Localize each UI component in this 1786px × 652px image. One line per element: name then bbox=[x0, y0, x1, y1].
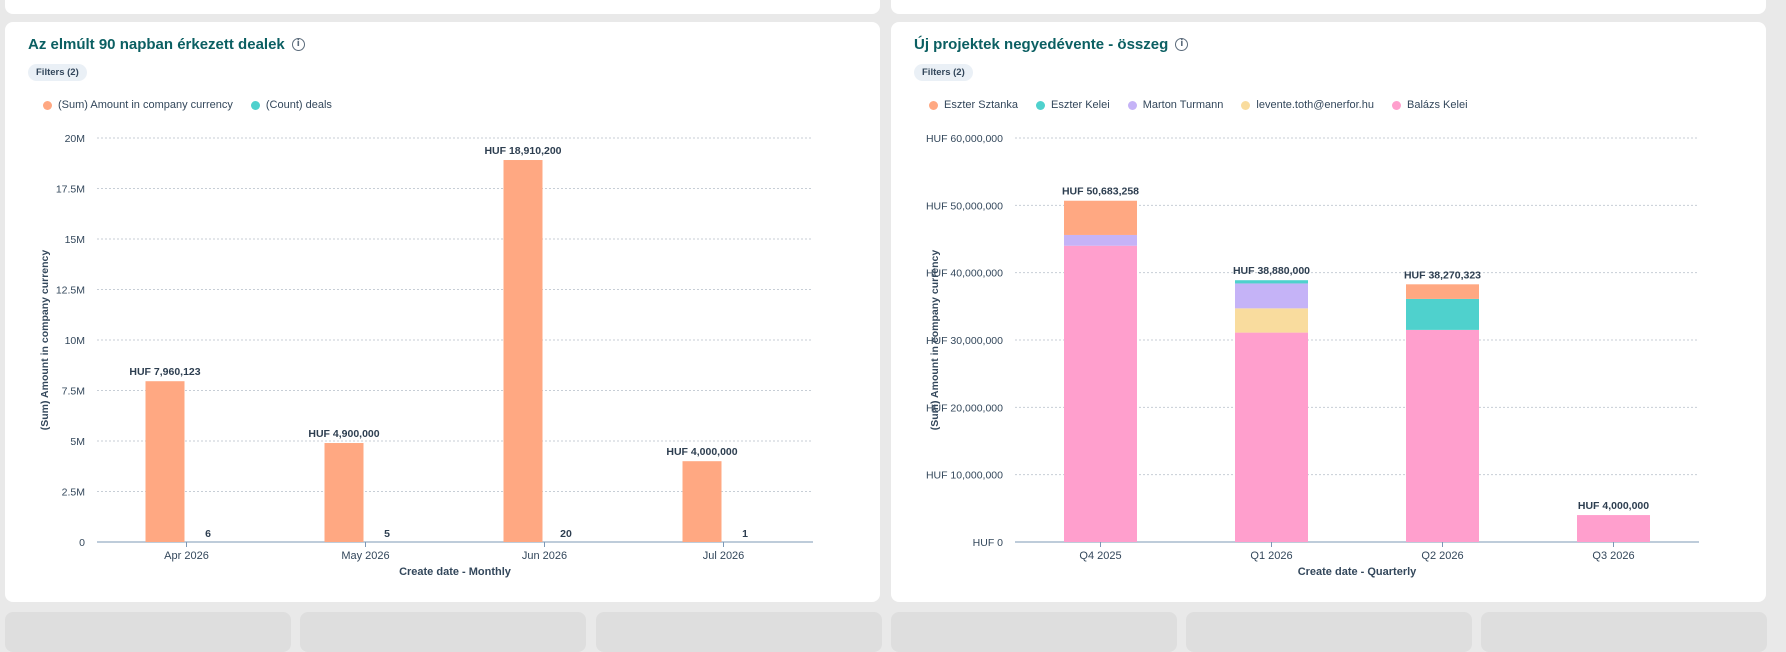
x-tick-label: Jun 2026 bbox=[522, 550, 567, 562]
x-tick-label: Jul 2026 bbox=[703, 550, 745, 562]
x-axis-title: Create date - Monthly bbox=[399, 566, 512, 578]
data-label-total: HUF 38,880,000 bbox=[1233, 265, 1310, 277]
next-card-placeholder bbox=[1186, 612, 1472, 652]
bar-segment-bal-zs-kelei-q3-2026[interactable] bbox=[1577, 515, 1650, 542]
bar-segment-eszter-kelei-q1-2026[interactable] bbox=[1235, 280, 1308, 283]
x-axis-title: Create date - Quarterly bbox=[1298, 566, 1417, 578]
data-label-total: HUF 50,683,258 bbox=[1062, 186, 1139, 198]
x-tick-label: Apr 2026 bbox=[164, 550, 209, 562]
x-tick-label: Q4 2025 bbox=[1079, 550, 1121, 562]
bar-segment-eszter-kelei-q2-2026[interactable] bbox=[1406, 299, 1479, 330]
y-axis-title: (Sum) Amount in company currency bbox=[39, 250, 51, 431]
data-label-sum-amount: HUF 4,000,000 bbox=[666, 446, 737, 458]
bar-segment-marton-turmann-q1-2026[interactable] bbox=[1235, 283, 1308, 308]
data-label-count-deals: 5 bbox=[384, 528, 390, 540]
x-tick-label: Q3 2026 bbox=[1592, 550, 1634, 562]
data-label-count-deals: 20 bbox=[560, 528, 572, 540]
data-label-count-deals: 6 bbox=[205, 528, 211, 540]
next-card-placeholder bbox=[596, 612, 882, 652]
next-card-placeholder bbox=[891, 612, 1177, 652]
report-card-projects-quarterly: Új projektek negyedévente - összeg i Fil… bbox=[891, 22, 1766, 602]
x-tick-label: May 2026 bbox=[341, 550, 389, 562]
x-tick-label: Q2 2026 bbox=[1421, 550, 1463, 562]
y-tick-label: 20M bbox=[65, 133, 85, 145]
y-tick-label: 2.5M bbox=[62, 487, 85, 499]
bar-segment-levente-toth-enerfor-hu-q1-2026[interactable] bbox=[1235, 308, 1308, 332]
bar-sum-amount-may-2026[interactable] bbox=[325, 443, 364, 542]
y-tick-label: 0 bbox=[79, 537, 85, 549]
next-card-placeholder bbox=[5, 612, 291, 652]
next-card-placeholder bbox=[300, 612, 586, 652]
bar-segment-marton-turmann-q4-2025[interactable] bbox=[1064, 235, 1137, 246]
bar-sum-amount-jul-2026[interactable] bbox=[683, 461, 722, 542]
y-tick-label: 7.5M bbox=[62, 386, 85, 398]
y-tick-label: 15M bbox=[65, 234, 85, 246]
next-card-placeholder bbox=[1481, 612, 1767, 652]
previous-card-edge bbox=[891, 0, 1766, 14]
bar-sum-amount-jun-2026[interactable] bbox=[504, 160, 543, 542]
y-tick-label: 10M bbox=[65, 335, 85, 347]
data-label-sum-amount: HUF 7,960,123 bbox=[129, 366, 200, 378]
y-tick-label: 5M bbox=[70, 436, 85, 448]
bar-sum-amount-apr-2026[interactable] bbox=[146, 381, 185, 542]
data-label-total: HUF 38,270,323 bbox=[1404, 269, 1481, 281]
bar-chart-deals: 0 2.5M 5M 7.5M 10M 12.5M 15M 17.5M 20M Apr 2026 Ma… bbox=[5, 22, 880, 602]
data-label-sum-amount: HUF 4,900,000 bbox=[308, 428, 379, 440]
data-label-total: HUF 4,000,000 bbox=[1578, 500, 1649, 512]
y-tick-label: 17.5M bbox=[56, 184, 85, 196]
y-tick-label: 12.5M bbox=[56, 285, 85, 297]
bar-segment-bal-zs-kelei-q1-2026[interactable] bbox=[1235, 333, 1308, 542]
y-tick-label: HUF 0 bbox=[973, 537, 1003, 549]
previous-card-edge bbox=[5, 0, 880, 14]
bar-segment-bal-zs-kelei-q4-2025[interactable] bbox=[1064, 246, 1137, 542]
report-card-deals-90-days: Az elmúlt 90 napban érkezett dealek i Fi… bbox=[5, 22, 880, 602]
bar-segment-eszter-sztanka-q2-2026[interactable] bbox=[1406, 284, 1479, 299]
data-label-count-deals: 1 bbox=[742, 528, 748, 540]
y-axis-title: (Sum) Amount in company currency bbox=[929, 250, 941, 431]
y-tick-label: HUF 50,000,000 bbox=[926, 200, 1003, 212]
bar-segment-eszter-sztanka-q4-2025[interactable] bbox=[1064, 201, 1137, 235]
data-label-sum-amount: HUF 18,910,200 bbox=[484, 145, 561, 157]
y-tick-label: HUF 10,000,000 bbox=[926, 470, 1003, 482]
bar-segment-bal-zs-kelei-q2-2026[interactable] bbox=[1406, 330, 1479, 542]
y-tick-label: HUF 60,000,000 bbox=[926, 133, 1003, 145]
x-tick-label: Q1 2026 bbox=[1250, 550, 1292, 562]
